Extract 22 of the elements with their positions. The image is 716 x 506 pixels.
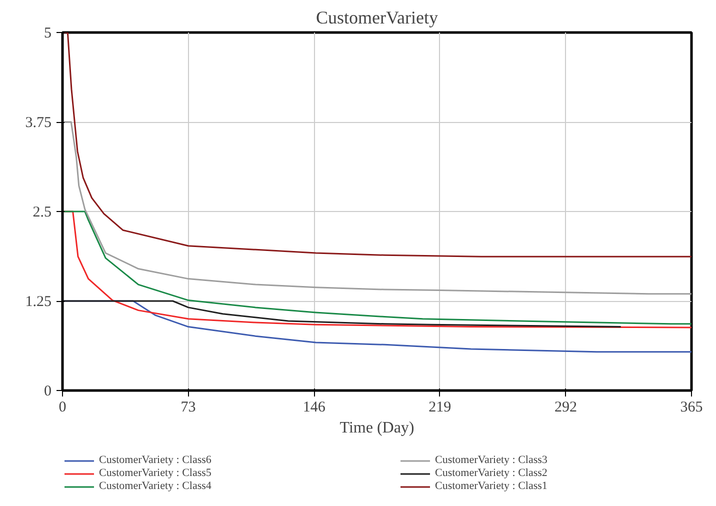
x-tick-label: 219 [428,400,452,416]
legend-label: CustomerVariety : Class5 [99,467,212,479]
x-tick-label: 365 [680,400,703,416]
y-tick-label: 5 [44,26,52,42]
y-tick-label: 1.25 [25,294,52,310]
line-series [62,32,692,258]
x-tick-label: 146 [302,400,326,416]
line-series [62,121,692,295]
legend-label: CustomerVariety : Class4 [99,480,212,492]
x-tick-label: 0 [58,400,66,416]
chart-title: CustomerVariety [316,8,438,28]
y-tick-label: 3.75 [25,115,52,131]
x-tick-label: 292 [554,400,577,416]
x-axis-title: Time (Day) [340,420,414,436]
y-tick-label: 2.5 [32,204,52,220]
legend-label: CustomerVariety : Class6 [99,454,212,466]
legend-label: CustomerVariety : Class1 [435,480,548,492]
line-series [62,300,622,328]
legend-label: CustomerVariety : Class3 [435,454,548,466]
y-tick-label: 0 [44,384,52,400]
x-tick-label: 73 [180,400,196,416]
legend-label: CustomerVariety : Class2 [435,467,548,479]
